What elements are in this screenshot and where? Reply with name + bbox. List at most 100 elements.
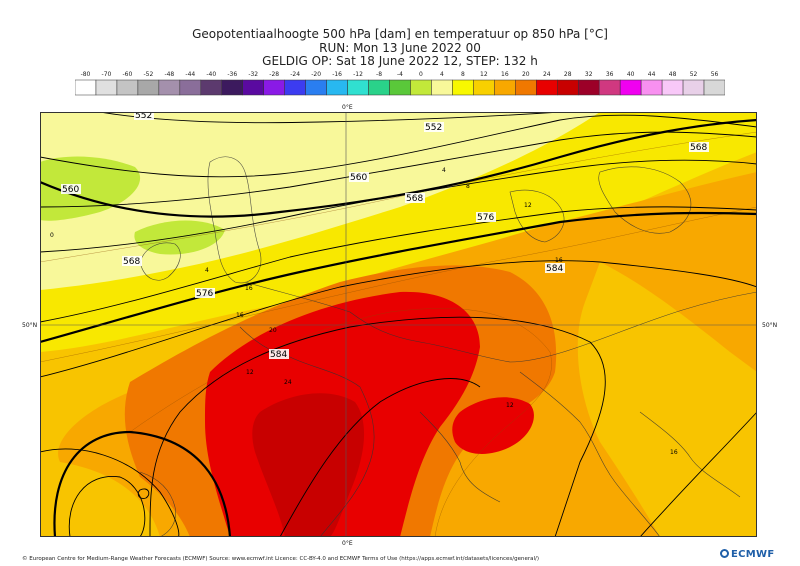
height-contour-label: 568 [406, 194, 423, 204]
temp-band-red-east [452, 397, 534, 454]
colorbar-swatch [158, 79, 181, 96]
colorbar-swatch [703, 79, 725, 96]
colorbar-tick-label: -40 [206, 71, 216, 78]
colorbar-tick-label: 56 [711, 71, 719, 78]
colorbar-swatch [242, 79, 264, 96]
height-label-bg [545, 263, 565, 273]
colorbar-tick-label: -60 [123, 71, 133, 78]
isotherm-label: 0 [50, 232, 54, 239]
map-frame [40, 112, 757, 537]
colorbar-tick-label: 32 [585, 71, 593, 78]
colorbar-swatch [494, 79, 516, 96]
colorbar-swatch [263, 79, 285, 96]
height-contour-label: 576 [477, 213, 494, 223]
colorbar-tick-label: 28 [564, 71, 572, 78]
ecmwf-logo-icon [720, 549, 729, 558]
temp-band-green-2 [134, 220, 225, 255]
colorbar-tick-label: 24 [543, 71, 551, 78]
colorbar-swatch [431, 79, 453, 96]
colorbar-tick-label: -28 [269, 71, 279, 78]
height-contour-label: 584 [546, 264, 563, 274]
isotherm-label: 20 [269, 327, 277, 334]
colorbar-swatch [389, 79, 411, 96]
height-label-bg [269, 349, 289, 359]
colorbar-swatch [661, 79, 684, 96]
map-title: Geopotentiaalhoogte 500 hPa [dam] en tem… [192, 27, 608, 41]
colorbar-swatch [640, 79, 663, 96]
source-footer: © European Centre for Medium-Range Weath… [22, 556, 540, 562]
height-label-bg [61, 184, 81, 194]
colorbar-swatch [557, 79, 579, 96]
colorbar-swatch [116, 79, 139, 96]
isotherm-label: 4 [442, 167, 446, 174]
colorbar-tick-label: 52 [690, 71, 698, 78]
height-label-bg [134, 112, 154, 120]
isotherm-label: 16 [245, 285, 253, 292]
colorbar-swatch [473, 79, 495, 96]
isotherm-label: 12 [506, 402, 514, 409]
ecmwf-logo-text: ECMWF [731, 549, 775, 560]
height-label-bg [476, 212, 496, 222]
colorbar-tick-label: -8 [376, 71, 382, 78]
colorbar-tick-label: -12 [353, 71, 363, 78]
height-contour-label: 552 [135, 112, 152, 121]
colorbar-tick-label: 4 [440, 71, 444, 78]
bottom-meridian-label: 0°E [342, 540, 353, 547]
colorbar-tick-label: -20 [311, 71, 321, 78]
colorbar-tick-label: 8 [461, 71, 465, 78]
right-parallel-label: 50°N [762, 322, 778, 329]
colorbar-swatch [515, 79, 537, 96]
colorbar-tick-label: -80 [81, 71, 91, 78]
colorbar-swatch [682, 79, 705, 96]
colorbar-swatch [452, 79, 474, 96]
height-label-bg [122, 256, 142, 266]
height-label-bg [195, 288, 215, 298]
height-contour-label: 560 [350, 173, 367, 183]
colorbar-tick-label: -4 [397, 71, 403, 78]
colorbar-tick-label: -70 [102, 71, 112, 78]
height-contour-label: 568 [690, 143, 707, 153]
valid-time: GELDIG OP: Sat 18 June 2022 12, STEP: 13… [262, 54, 538, 68]
colorbar-tick-label: 44 [648, 71, 656, 78]
colorbar-swatch [619, 79, 642, 96]
colorbar-swatch [179, 79, 202, 96]
color-legend: -80 -70 -60 -52 -48 -44 -40 -36 -32 -28 -24 -20 -16-… [75, 71, 725, 96]
height-contour-label: 560 [62, 185, 79, 195]
colorbar-swatch [200, 79, 223, 96]
height-contour-label: 552 [425, 123, 442, 133]
colorbar-swatch [137, 79, 160, 96]
isotherm-label: 12 [524, 202, 532, 209]
height-label-bg [405, 193, 425, 203]
colorbar-swatch [95, 79, 118, 96]
colorbar-swatch [536, 79, 558, 96]
run-time: RUN: Mon 13 June 2022 00 [319, 41, 481, 55]
colorbar-tick-label: -16 [332, 71, 342, 78]
colorbar-swatch [284, 79, 306, 96]
colorbar-tick-label: 20 [522, 71, 530, 78]
colorbar-swatch [368, 79, 390, 96]
colorbar-swatch [598, 79, 621, 96]
isotherm-label: 24 [284, 379, 292, 386]
colorbar-tick-label: 12 [480, 71, 488, 78]
colorbar-swatch [221, 79, 243, 96]
forecast-map[interactable]: 552 552 560 560 568 568 568 576 576 584 584 4 8 12 16… [40, 112, 757, 537]
colorbar-swatch [326, 79, 348, 96]
height-contour-label: 568 [123, 257, 140, 267]
isotherm-label-group: 4 8 12 16 16 20 24 16 0 12 16 12 4 [50, 167, 678, 456]
colorbar-tick-label: -32 [248, 71, 258, 78]
colorbar-tick-label: 40 [627, 71, 635, 78]
colorbar-tick-label: 36 [606, 71, 614, 78]
colorbar-tick-label: 48 [669, 71, 677, 78]
height-label-bg [349, 172, 369, 182]
colorbar-tick-label: -48 [164, 71, 174, 78]
colorbar-tick-label: 0 [419, 71, 423, 78]
isotherm-label: 8 [466, 183, 470, 190]
isotherm-label: 4 [205, 267, 209, 274]
colorbar-tick-label: -44 [185, 71, 195, 78]
colorbar-swatch [305, 79, 327, 96]
colorbar-tick-label: -52 [143, 71, 153, 78]
height-label-group: 552 552 560 560 568 568 568 576 576 584 584 [61, 112, 709, 360]
colorbar-tick-label: -24 [290, 71, 300, 78]
left-parallel-label: 50°N [22, 322, 38, 329]
isotherm-label: 16 [236, 312, 244, 319]
